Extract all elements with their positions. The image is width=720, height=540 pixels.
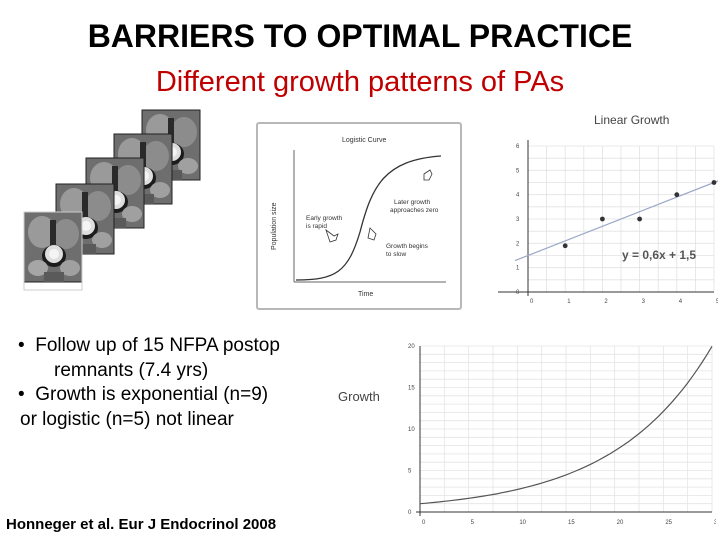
- linear-growth-chart: Linear Growth 0 1 2 3 4 5 0 1 2 3 4 5 6 y = 0,6x + 1…: [498, 113, 718, 305]
- pointing-hand-icon-begins: [367, 227, 377, 241]
- pointing-hand-icon-early: [325, 228, 339, 243]
- bullet-2-line2: or logistic (n=5) not linear: [20, 409, 234, 431]
- exp-x-tick-label: 20: [617, 520, 624, 526]
- linear-data-point: [562, 243, 568, 249]
- linear-x-tick-label: 4: [679, 299, 683, 305]
- linear-x-tick-label: 5: [716, 299, 718, 305]
- bullet-1-line1: Follow up of 15 NFPA postop: [35, 335, 280, 356]
- exp-y-tick-label: 10: [408, 427, 415, 433]
- pointing-hand-icon-later: [423, 169, 433, 181]
- linear-y-tick-label: 1: [516, 266, 520, 272]
- later-note-line1: Later growth: [394, 199, 431, 206]
- linear-data-point: [600, 216, 605, 222]
- linear-y-tick-label: 2: [516, 241, 520, 247]
- linear-x-tick-label: 3: [642, 299, 646, 305]
- linear-data-point: [674, 192, 680, 198]
- bullet-1-line2: remnants (7.4 yrs): [54, 359, 209, 381]
- bullet-item-2: • Growth is exponential (n=9): [18, 384, 269, 406]
- logistic-curve-figure: Logistic Curve Population size Time Earl…: [256, 122, 462, 310]
- exp-x-tick-label: 5: [471, 520, 475, 526]
- bullet-2-line1: Growth is exponential (n=9): [35, 384, 269, 406]
- exp-x-tick-label: 0: [422, 520, 426, 526]
- linear-y-tick-label: 0: [516, 290, 520, 296]
- exponential-growth-chart: Growth 0 5 10 15 20 25 30 0 5 10 15 20: [338, 344, 716, 526]
- early-note-line2: is rapid: [306, 223, 327, 230]
- exponential-chart-title: Growth: [338, 389, 380, 404]
- linear-y-tick-label: 4: [516, 193, 520, 199]
- early-note-line1: Early growth: [306, 215, 343, 222]
- logistic-curve-line: [295, 155, 442, 281]
- exp-x-tick-label: 30: [714, 520, 716, 526]
- bullet-item-1: • Follow up of 15 NFPA postop: [18, 335, 280, 356]
- linear-x-tick-label: 2: [604, 299, 608, 305]
- exp-x-tick-label: 10: [519, 520, 526, 526]
- logistic-ylabel: Population size: [271, 202, 278, 250]
- linear-trendline: [514, 180, 718, 262]
- linear-chart-title: Linear Growth: [594, 113, 669, 127]
- citation: Honneger et al. Eur J Endocrinol 2008: [6, 516, 277, 533]
- bullet-list: • Follow up of 15 NFPA postop remnants (…: [14, 334, 344, 433]
- linear-x-tick-label: 1: [567, 299, 571, 305]
- slide-title: BARRIERS TO OPTIMAL PRACTICE: [87, 18, 633, 54]
- linear-x-tick-label: 0: [530, 299, 534, 305]
- begins-note-line2: to slow: [386, 251, 407, 258]
- mri-slice-5: [23, 211, 83, 283]
- mri-scan-stack: [23, 109, 201, 291]
- linear-y-tick-label: 5: [516, 168, 520, 174]
- later-note-line2: approaches zero: [390, 207, 439, 214]
- exp-y-tick-label: 15: [408, 386, 415, 392]
- logistic-xlabel: Time: [358, 291, 373, 298]
- exp-x-tick-label: 15: [568, 520, 575, 526]
- linear-equation: y = 0,6x + 1,5: [622, 248, 696, 262]
- begins-note-line1: Growth begins: [386, 243, 429, 250]
- linear-y-tick-label: 3: [516, 217, 520, 223]
- linear-data-point: [637, 216, 642, 222]
- linear-data-point: [711, 180, 717, 185]
- exp-y-tick-label: 20: [408, 344, 415, 350]
- slide-subtitle: Different growth patterns of PAs: [155, 66, 565, 98]
- exp-x-tick-label: 25: [665, 520, 672, 526]
- exp-curve-line: [419, 345, 713, 505]
- exp-y-tick-label: 0: [408, 510, 412, 516]
- linear-y-tick-label: 6: [516, 144, 520, 150]
- exp-y-tick-label: 5: [408, 469, 412, 475]
- logistic-title: Logistic Curve: [342, 137, 386, 144]
